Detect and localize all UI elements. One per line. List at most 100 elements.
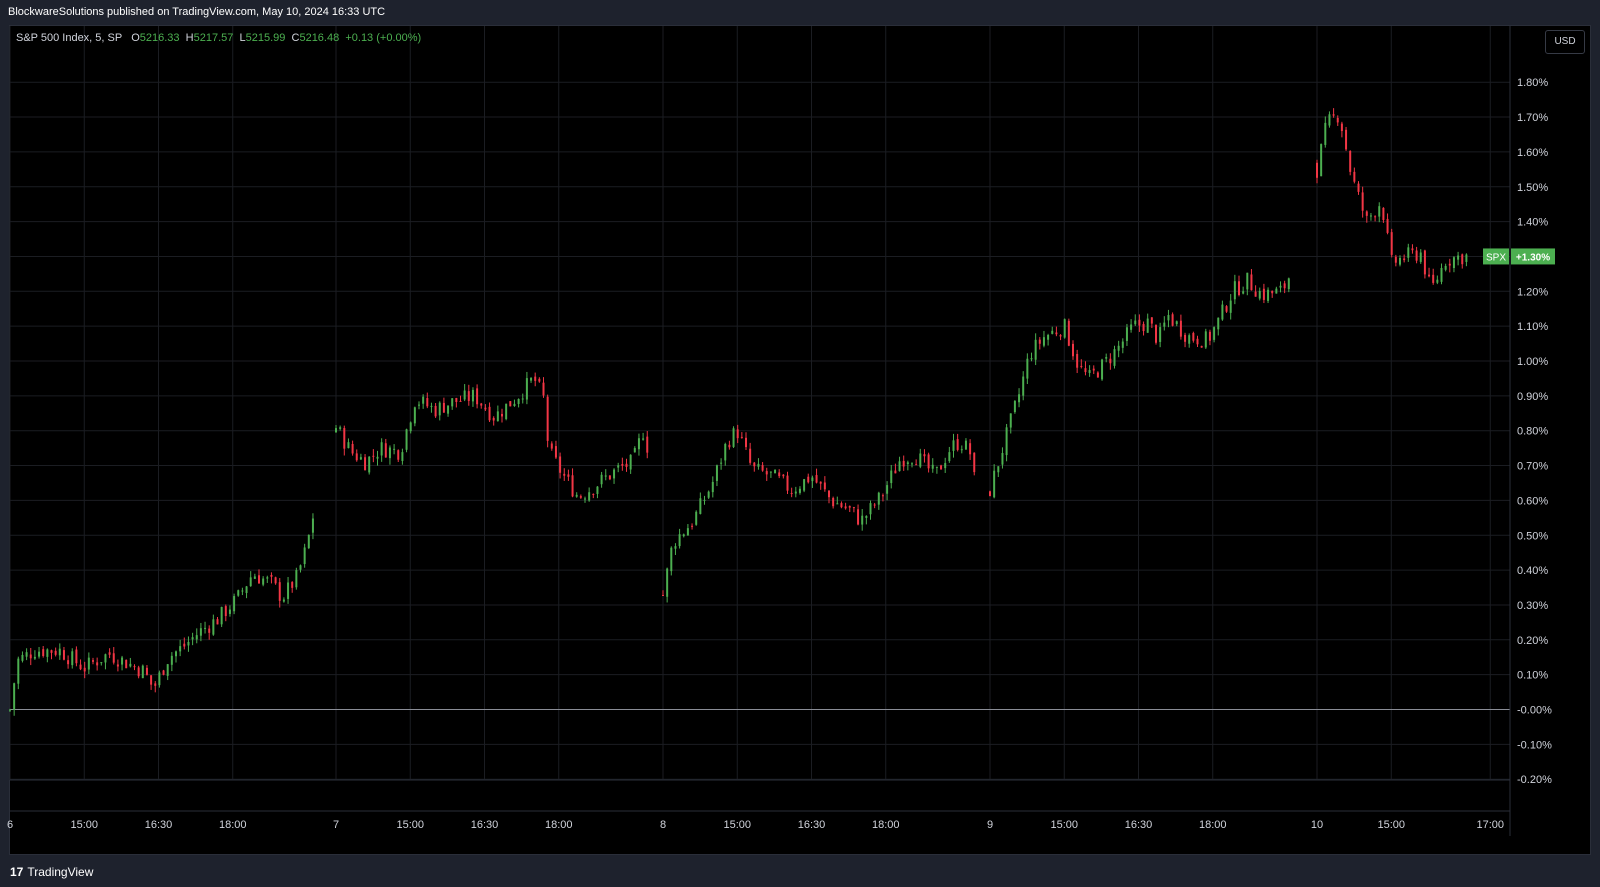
candle-body (179, 646, 182, 652)
candle-body (116, 664, 119, 667)
candle-body (175, 651, 177, 657)
candle-body (1324, 122, 1327, 145)
candle-body (765, 471, 768, 475)
candle-body (1452, 257, 1455, 268)
candle-body (1067, 320, 1070, 346)
legend-open-label: O (131, 32, 140, 44)
candle-body (894, 470, 897, 474)
candle-body (1018, 394, 1021, 403)
candle-body (1030, 358, 1033, 360)
candle-body (372, 455, 375, 457)
candle-body (740, 436, 743, 438)
x-tick-label: 16:30 (1125, 819, 1153, 831)
candle-body (1009, 413, 1012, 428)
candle-body (749, 448, 752, 463)
candle-body (9, 709, 11, 711)
candle-body (674, 546, 677, 549)
footer: 17 TradingView (0, 856, 1600, 887)
candle-body (1146, 318, 1149, 333)
candle-body (1340, 123, 1343, 132)
price-tag-value-bg (1511, 248, 1555, 265)
legend-change: +0.13 (+0.00%) (345, 32, 422, 44)
candle-body (258, 575, 260, 584)
candle-body (711, 481, 714, 493)
y-tick-label: 1.60% (1517, 147, 1548, 159)
candle-body (699, 498, 702, 514)
candle-body (1204, 331, 1207, 348)
x-tick-label: 10 (1311, 819, 1323, 831)
tradingview-logo[interactable]: 17 TradingView (10, 865, 93, 879)
candle-body (368, 456, 371, 473)
candle-body (852, 507, 855, 509)
candle-body (154, 683, 157, 686)
candle-body (133, 666, 136, 668)
candle-body (1076, 353, 1079, 368)
candle-body (1134, 320, 1137, 325)
candle-body (1179, 320, 1182, 337)
candle-body (707, 491, 710, 498)
currency-button[interactable]: USD (1545, 30, 1585, 54)
candle-body (927, 454, 930, 469)
candle-body (525, 378, 528, 400)
candle-body (1332, 114, 1335, 116)
candle-body (1096, 372, 1099, 378)
price-tag-symbol-bg (1483, 248, 1509, 265)
candle-body (1080, 365, 1083, 367)
candle-body (1254, 291, 1257, 297)
candle-body (270, 574, 273, 577)
candle-body (588, 492, 591, 501)
candle-body (596, 486, 599, 494)
y-tick-label: 0.20% (1517, 635, 1548, 647)
candle-body (732, 428, 735, 447)
candle-body (823, 482, 826, 490)
candle-body (745, 437, 747, 448)
candle-body (418, 404, 420, 406)
candle-body (803, 479, 806, 491)
candle-body (253, 576, 256, 579)
candle-body (1279, 285, 1282, 288)
candle-body (621, 463, 624, 466)
candle-body (691, 525, 694, 527)
legend-low-label: L (239, 32, 246, 44)
candle-body (1238, 281, 1240, 296)
x-tick-label: 18:00 (1199, 819, 1227, 831)
candle-body (455, 397, 458, 402)
candle-body (1150, 317, 1153, 324)
candle-body (575, 494, 578, 497)
candle-body (736, 429, 739, 439)
candle-body (666, 568, 669, 597)
candle-body (397, 450, 400, 460)
candle-body (426, 398, 429, 407)
candle-body (380, 442, 383, 456)
candle-body (459, 400, 462, 402)
candle-body (1001, 452, 1004, 465)
candle-body (1394, 256, 1397, 263)
candle-body (430, 405, 433, 407)
candle-body (613, 469, 616, 479)
candle-body (62, 650, 65, 660)
candle-body (715, 465, 718, 481)
candle-body (1250, 274, 1253, 291)
candle-body (554, 446, 557, 458)
candle-body (1171, 314, 1174, 326)
candle-body (1399, 257, 1401, 265)
publish-header: BlockwareSolutions published on TradingV… (0, 0, 1600, 25)
candle-body (832, 497, 835, 507)
x-tick-label: 15:00 (70, 819, 98, 831)
candle-body (604, 475, 607, 477)
candle-body (137, 667, 140, 677)
candle-body (274, 577, 277, 584)
candle-body (1267, 289, 1270, 301)
candle-body (355, 453, 358, 461)
candle-body (1167, 315, 1170, 321)
candle-body (869, 503, 872, 515)
candle-body (1432, 274, 1435, 283)
candle-body (1428, 274, 1431, 277)
candle-body (1287, 278, 1290, 290)
candle-body (1026, 358, 1029, 379)
candle-body (1357, 183, 1360, 192)
candle-body (592, 494, 595, 496)
candle-body (815, 475, 818, 483)
candle-body (150, 675, 153, 685)
